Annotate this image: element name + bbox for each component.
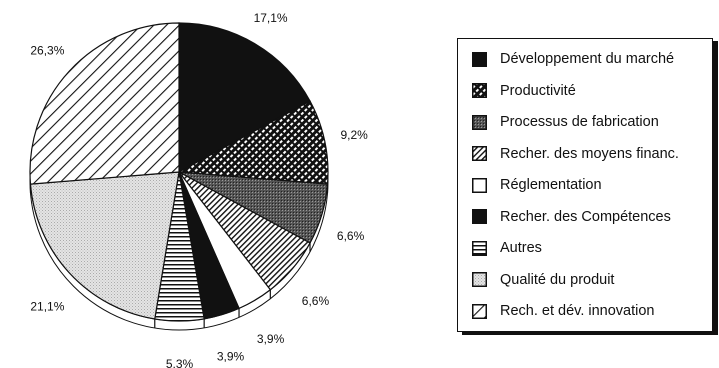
legend-item: Qualité du produit: [472, 270, 614, 290]
legend-swatch: [472, 240, 487, 256]
legend-item: Productivité: [472, 81, 576, 101]
legend-item: Recher. des moyens financ.: [472, 144, 679, 164]
slice-value-label: 3,9%: [257, 332, 285, 346]
legend-label: Développement du marché: [500, 51, 675, 67]
slice-value-label: 9,2%: [340, 128, 368, 142]
pie-chart: 17,1% 9,2% 6,6% 6,6% 3,9% 3,9% 5,3% 21,1% 26,3%: [29, 11, 368, 368]
pie-slice: [29, 22, 180, 185]
slice-value-label: 3,9%: [217, 349, 245, 363]
chart-legend: Développement du marché Productivité Proce…: [457, 38, 713, 332]
legend-item: Processus de fabrication: [472, 112, 659, 132]
slice-value-label: 5,3%: [166, 357, 194, 368]
legend-item: Développement du marché: [472, 49, 674, 69]
legend-label: Autres: [500, 240, 542, 256]
slice-value-label: 6,6%: [302, 294, 330, 308]
pie-slice: [176, 100, 329, 185]
legend-label: Rech. et dév. innovation: [500, 303, 655, 319]
legend-label: Recher. des moyens financ.: [500, 145, 679, 162]
legend-item: Autres: [472, 238, 542, 258]
slice-value-label: 21,1%: [30, 299, 64, 313]
legend-swatch: [472, 114, 487, 130]
legend-label: Productivité: [500, 82, 576, 99]
legend-item: Recher. des Compétences: [472, 207, 671, 227]
legend-swatch: [472, 209, 487, 224]
legend-label: Réglementation: [500, 177, 602, 193]
legend-swatch: [472, 146, 487, 161]
slice-value-label: 26,3%: [30, 44, 64, 58]
legend-label: Recher. des Compétences: [500, 208, 671, 225]
legend-swatch: [472, 303, 487, 319]
legend-label: Processus de fabrication: [500, 114, 659, 130]
legend-swatch: [472, 83, 487, 98]
legend-swatch: [472, 177, 487, 193]
slice-value-label: 17,1%: [254, 11, 288, 25]
pie-slice: [178, 22, 311, 174]
legend-swatch: [472, 51, 487, 67]
legend-item: Rech. et dév. innovation: [472, 301, 655, 321]
legend-label: Qualité du produit: [500, 271, 615, 288]
pie-slice: [29, 171, 180, 320]
legend-swatch: [472, 272, 487, 287]
legend-item: Réglementation: [472, 175, 602, 195]
slice-value-label: 6,6%: [337, 229, 365, 243]
